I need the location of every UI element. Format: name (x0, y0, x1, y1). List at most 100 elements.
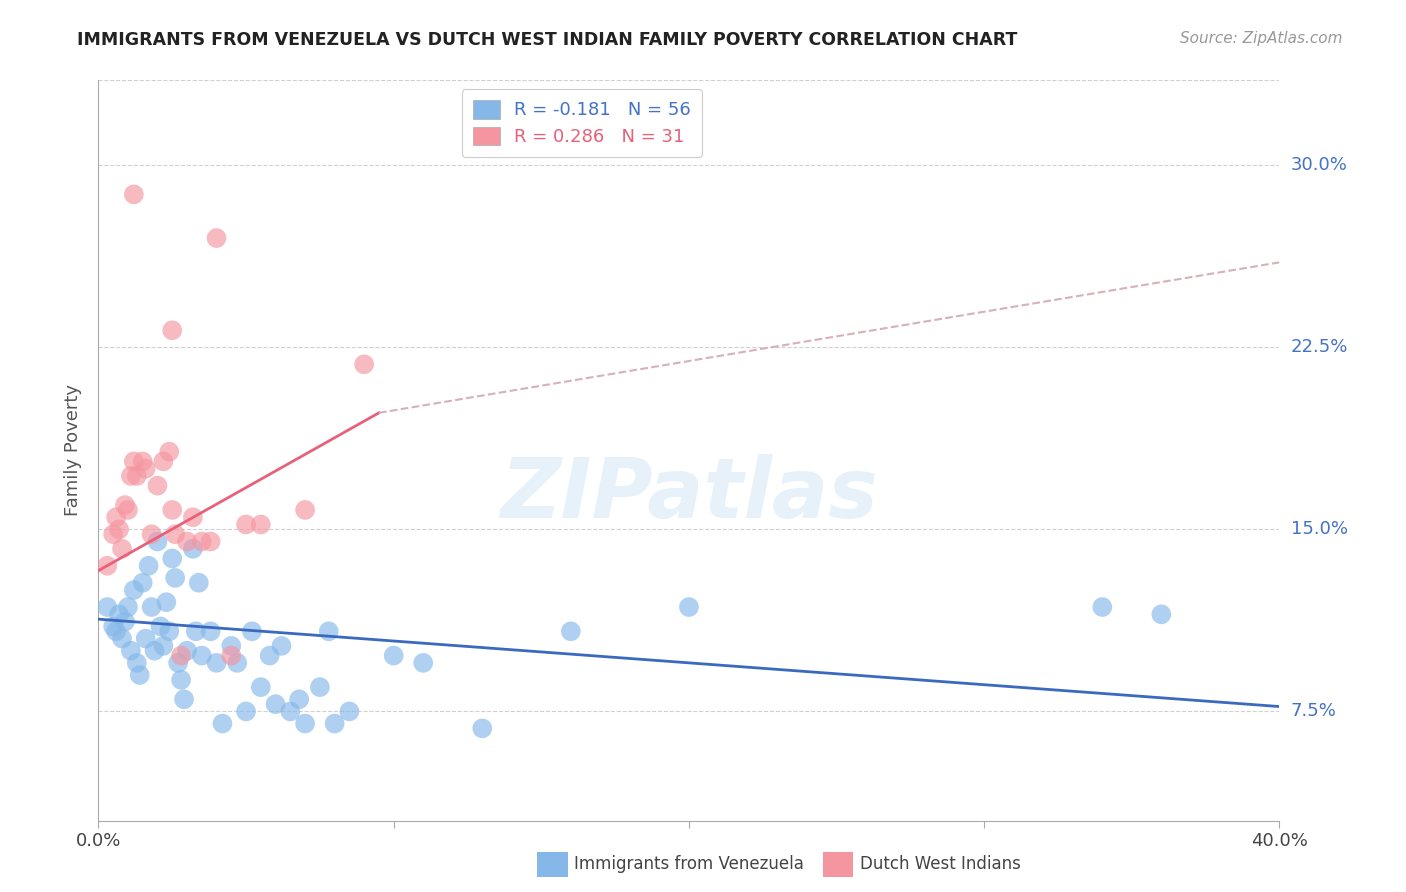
Text: 15.0%: 15.0% (1291, 520, 1347, 539)
Point (382, 648, 405, 663)
Point (1091, 600, 1114, 615)
Point (353, 357, 375, 371)
Point (132, 575, 155, 590)
Y-axis label: Family Poverty: Family Poverty (63, 384, 82, 516)
Point (259, 648, 281, 663)
Point (96, 600, 118, 615)
Point (157, 444, 180, 458)
Point (108, 522, 131, 536)
Bar (537, 852, 568, 877)
Point (157, 624, 180, 639)
Point (176, 644, 198, 658)
Point (155, 595, 177, 609)
Point (250, 517, 273, 532)
Text: 30.0%: 30.0% (1291, 156, 1347, 174)
Point (288, 692, 311, 706)
Text: IMMIGRANTS FROM VENEZUELA VS DUTCH WEST INDIAN FAMILY POVERTY CORRELATION CHART: IMMIGRANTS FROM VENEZUELA VS DUTCH WEST … (77, 31, 1018, 49)
Point (96, 558, 118, 573)
Legend: R = -0.181   N = 56, R = 0.286   N = 31: R = -0.181 N = 56, R = 0.286 N = 31 (461, 89, 702, 157)
Point (173, 692, 195, 706)
Text: Source: ZipAtlas.com: Source: ZipAtlas.com (1180, 31, 1343, 46)
Point (141, 600, 163, 615)
Point (165, 527, 187, 541)
Point (191, 648, 214, 663)
Point (152, 454, 174, 468)
Point (114, 615, 136, 629)
Point (162, 551, 183, 566)
Point (250, 680, 273, 694)
Point (226, 656, 249, 670)
Point (309, 680, 332, 694)
Point (141, 527, 163, 541)
Point (205, 231, 228, 245)
Point (200, 624, 222, 639)
Point (114, 498, 136, 512)
Point (264, 697, 287, 711)
Point (103, 527, 125, 541)
Point (117, 503, 139, 517)
Point (294, 503, 316, 517)
Point (105, 624, 128, 639)
Point (162, 323, 183, 337)
Point (176, 534, 198, 549)
Point (149, 619, 172, 633)
Point (135, 461, 157, 475)
Point (235, 517, 257, 532)
Point (165, 571, 187, 585)
Point (280, 705, 302, 719)
Point (128, 668, 150, 682)
Point (111, 541, 134, 556)
Point (323, 716, 346, 731)
Point (235, 705, 257, 719)
Point (170, 673, 193, 687)
Point (138, 558, 160, 573)
Point (143, 644, 166, 658)
Point (318, 624, 340, 639)
Point (471, 722, 494, 736)
Point (125, 656, 148, 670)
Bar (823, 852, 853, 877)
Point (122, 187, 145, 202)
Point (108, 607, 131, 622)
Point (184, 624, 207, 639)
Point (146, 534, 169, 549)
Text: 22.5%: 22.5% (1291, 338, 1348, 356)
Point (221, 648, 243, 663)
Point (122, 582, 145, 597)
Point (167, 656, 190, 670)
Point (181, 510, 204, 524)
Point (103, 619, 125, 633)
Point (181, 541, 204, 556)
Point (120, 644, 142, 658)
Point (122, 454, 145, 468)
Point (162, 503, 183, 517)
Point (240, 624, 263, 639)
Point (105, 510, 128, 524)
Point (125, 469, 148, 483)
Point (187, 575, 209, 590)
Point (560, 624, 582, 639)
Point (678, 600, 700, 615)
Point (205, 656, 228, 670)
Point (146, 478, 169, 492)
Text: Immigrants from Venezuela: Immigrants from Venezuela (574, 855, 803, 873)
Point (270, 639, 292, 653)
Point (412, 656, 434, 670)
Point (191, 534, 214, 549)
Point (294, 716, 316, 731)
Text: Dutch West Indians: Dutch West Indians (860, 855, 1021, 873)
Point (200, 534, 222, 549)
Point (211, 716, 233, 731)
Point (120, 469, 142, 483)
Point (132, 454, 155, 468)
Point (1150, 607, 1173, 622)
Point (135, 632, 157, 646)
Point (152, 639, 174, 653)
Point (221, 639, 243, 653)
Text: ZIPatlas: ZIPatlas (501, 454, 877, 535)
Point (117, 600, 139, 615)
Point (339, 705, 361, 719)
Point (111, 632, 134, 646)
Text: 7.5%: 7.5% (1291, 702, 1337, 721)
Point (170, 648, 193, 663)
